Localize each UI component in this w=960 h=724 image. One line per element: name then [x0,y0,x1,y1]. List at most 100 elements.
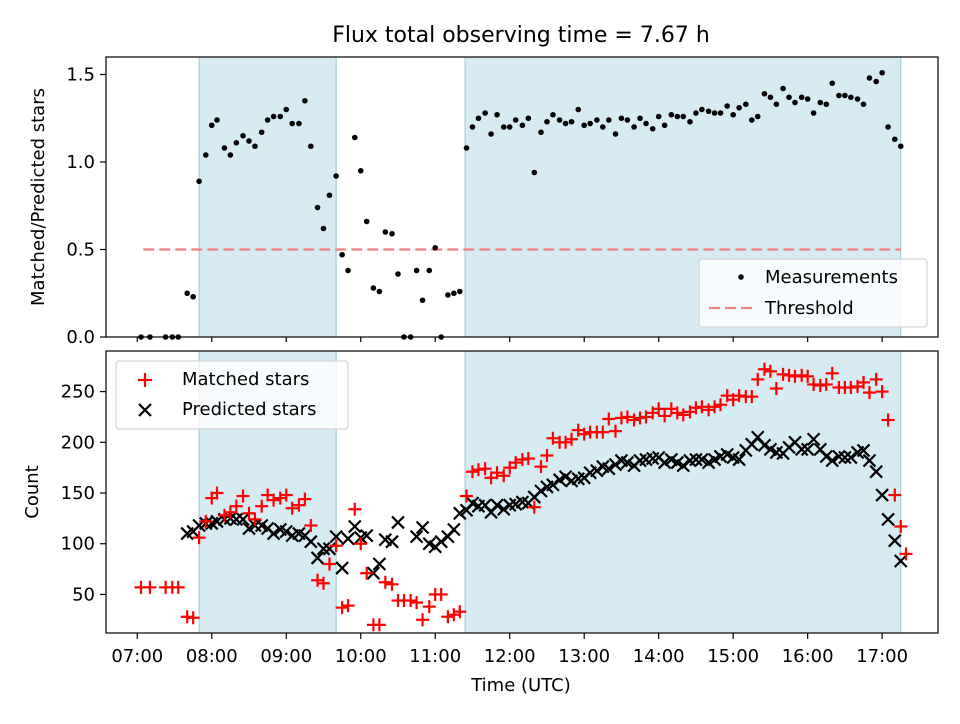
measurement-point [767,94,774,101]
legend-predicted-label: Predicted stars [182,399,316,420]
predicted-star-point [415,520,430,535]
bottom-y-axis: 50 100 150 200 250 [61,382,106,605]
measurement-point [320,225,327,232]
measurement-point [258,129,265,136]
measurement-point [345,267,351,274]
matched-star-point [620,410,634,424]
top-y-tick-label: 1.0 [66,152,95,173]
measurement-point [445,292,451,298]
predicted-star-point [819,449,834,464]
top-axes-frame [105,56,939,338]
predicted-star-point [856,443,871,458]
top-x-ticks [136,337,883,342]
predicted-star-point [888,533,902,548]
measurement-point [289,120,296,127]
measurement-point [568,118,575,125]
measurement-point [550,111,556,118]
matched-star-point [497,469,511,483]
top-y-axis: 0.0 0.5 1.0 1.5 [66,65,106,348]
matched-star-point [255,499,269,513]
measurement-point [302,97,308,104]
measurement-point [817,99,824,106]
bottom-y-tick-label: 150 [61,483,95,504]
matched-star-point [875,385,889,399]
bottom-y-tick-label: 50 [72,584,95,605]
shaded-interval-1 [464,350,902,634]
matched-star-point [143,580,157,594]
measurement-point [754,113,761,120]
top-panel: 0.0 0.5 1.0 1.5 Matched/Predicted stars Mea… [28,56,939,348]
matched-star-point [540,448,554,462]
predicted-star-point [391,515,405,530]
predicted-stars-points [180,430,908,580]
matched-star-point [894,519,908,533]
measurement-point [705,108,712,115]
matched-star-point [322,557,336,571]
predicted-star-point [862,453,877,468]
predicted-star-point [490,498,504,512]
matched-star-point [745,390,759,404]
measurement-point [208,122,215,129]
measurement-point [531,169,538,176]
measurement-point [643,120,649,127]
matched-star-point [385,577,399,591]
measurement-point [246,138,252,144]
predicted-star-point [676,458,691,473]
legend-matched-label: Matched stars [182,369,309,390]
predicted-star-point [409,529,424,544]
measurement-point [512,117,519,123]
matched-star-point [658,409,672,423]
matched-star-point [292,498,306,512]
predicted-star-point [329,529,343,544]
matched-star-point [465,465,479,479]
matched-star-point [223,505,237,519]
predicted-star-point [335,561,349,575]
matched-star-point [527,500,541,514]
matched-star-point [509,456,523,470]
matched-star-point [410,596,424,610]
measurement-point [376,288,383,295]
matched-star-point [714,398,728,412]
predicted-star-point [348,519,362,534]
matched-star-point [285,501,299,515]
measurement-point [879,69,885,76]
bottom-x-axis: 07:00 08:00 09:00 10:00 11:00 12:00 13:00 14:00… [111,633,908,667]
measurement-point [506,124,513,130]
measurement-point [203,152,209,158]
matched-star-point [546,431,560,445]
matched-star-point [341,599,355,613]
matched-star-point [229,499,243,513]
measurement-point [575,106,582,113]
measurement-point [612,131,619,137]
measurement-point [264,117,271,123]
matched-star-point [441,610,455,624]
top-y-tick-label: 0.0 [66,327,95,348]
measurement-point [798,94,805,101]
legend-threshold-label: Threshold [764,298,854,319]
predicted-star-point [875,488,889,502]
bottom-y-tick-label: 200 [61,432,95,453]
measurement-point [562,120,569,127]
measurement-point [363,218,370,225]
measurement-point [488,131,494,137]
matched-star-point [434,587,448,601]
measurement-point [655,113,662,120]
measurement-point [339,251,345,258]
matched-star-point [236,489,250,503]
matched-star-point [360,566,374,580]
measurement-point [587,120,593,127]
measurement-point [792,99,798,106]
predicted-star-point [800,442,815,457]
measurement-point [891,136,898,143]
measurement-point [860,101,867,108]
matched-star-point [627,413,641,427]
matched-star-point [354,537,368,551]
measurement-point [836,92,842,99]
measurement-point [687,118,693,125]
measurement-point [333,173,339,179]
legend-measurements-marker [738,274,744,280]
measurement-point [600,124,606,130]
measurement-point [370,285,377,291]
matched-star-point [199,514,213,528]
